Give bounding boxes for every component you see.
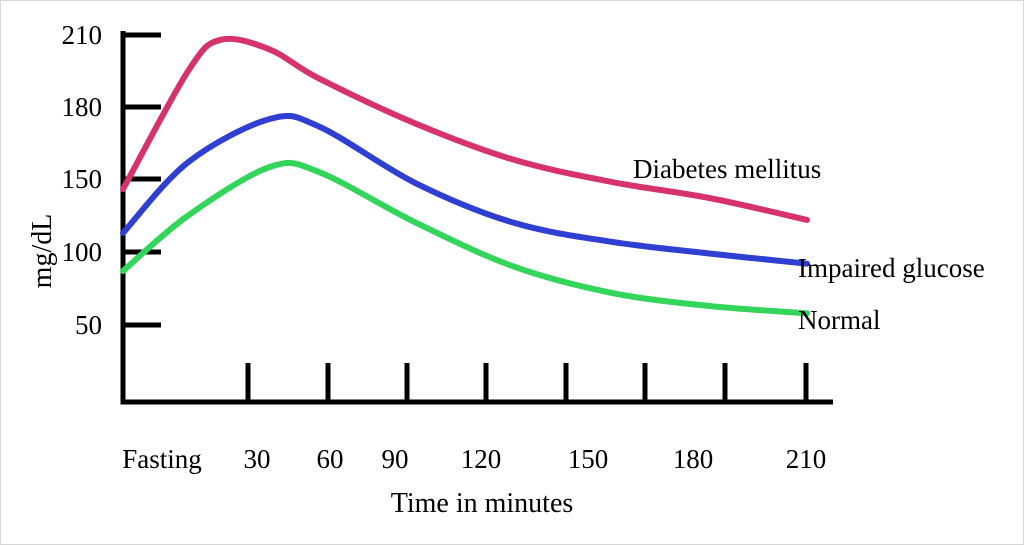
x-tick-label: 30 (244, 444, 271, 474)
y-tick-label: 100 (62, 237, 103, 267)
axes: 210 180 150 100 50 Fasting 30 60 90 120 150 180 210 T… (27, 20, 833, 519)
series-layer (120, 35, 810, 317)
labels-layer: Diabetes mellitus Impaired glucose Normal (633, 154, 985, 335)
series-line-normal (120, 159, 810, 317)
y-tick-label: 180 (62, 92, 103, 122)
x-tick-label: 90 (382, 444, 409, 474)
y-axis-title: mg/dL (27, 214, 58, 289)
series-line-impaired (120, 112, 810, 267)
series-line-diabetes (120, 35, 810, 223)
series-label-impaired: Impaired glucose (798, 253, 985, 283)
x-tick-label: Fasting (122, 444, 202, 474)
series-label-normal: Normal (798, 305, 880, 335)
y-tick-label: 210 (62, 20, 103, 50)
y-tick-label: 150 (62, 164, 103, 194)
series-label-diabetes: Diabetes mellitus (633, 154, 821, 184)
x-tick-label: 150 (568, 444, 609, 474)
x-tick-label: 120 (461, 444, 502, 474)
x-tick-label: 210 (786, 444, 827, 474)
y-tick-label: 50 (75, 310, 102, 340)
x-tick-label: 180 (673, 444, 714, 474)
x-tick-label: 60 (317, 444, 344, 474)
x-axis-title: Time in minutes (391, 488, 574, 519)
